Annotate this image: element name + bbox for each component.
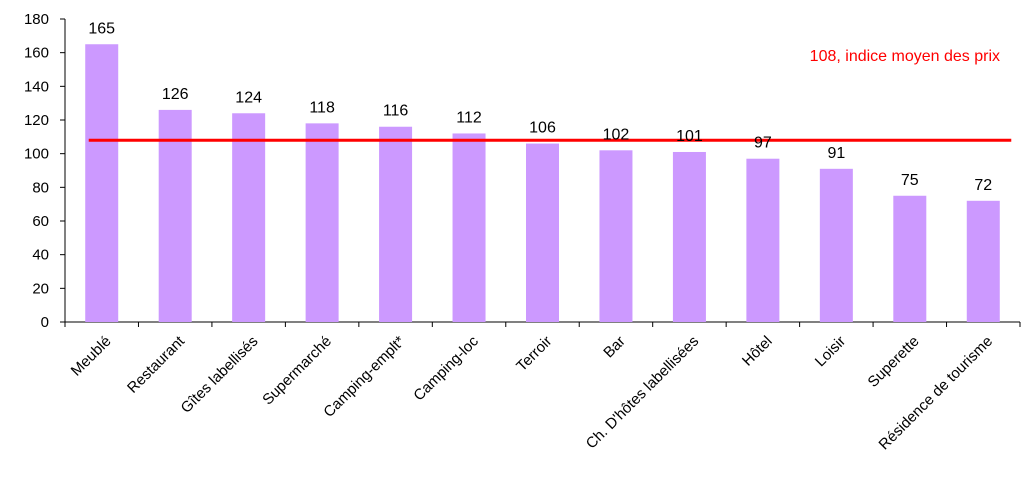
y-tick-label: 160 [24, 45, 49, 62]
data-label: 126 [162, 86, 189, 103]
bar [599, 150, 633, 322]
category-label: Gîtes labellisés [178, 333, 262, 417]
data-label: 102 [603, 126, 630, 143]
category-label: Supermarché [259, 333, 335, 409]
y-axis: 0 20 40 60 80 100 120 140 160 180 [24, 11, 66, 331]
data-label: 72 [974, 177, 992, 194]
y-tick-label: 40 [32, 247, 49, 264]
x-axis [64, 321, 1021, 327]
bar [232, 113, 266, 323]
bar [672, 151, 706, 322]
reference-line-label: 108, indice moyen des prix [810, 48, 1000, 65]
data-label: 106 [529, 120, 556, 137]
category-label: Camping-loc [410, 332, 482, 404]
y-tick-label: 100 [24, 146, 49, 163]
bars [85, 44, 1000, 323]
y-tick-label: 80 [32, 179, 49, 196]
data-labels: 165 126 124 118 116 112 106 102 101 97 91 75 72 [88, 20, 992, 194]
data-label: 116 [383, 103, 409, 120]
category-label: Terroir [513, 333, 555, 375]
bar [452, 133, 486, 322]
data-label: 91 [827, 145, 845, 162]
data-label: 118 [309, 99, 335, 116]
bar [379, 126, 413, 322]
y-tick-label: 60 [32, 213, 49, 230]
data-label: 97 [754, 135, 772, 152]
y-tick-label: 180 [24, 11, 49, 28]
bar [305, 123, 339, 322]
y-tick-label: 120 [24, 112, 49, 129]
category-label: Restaurant [124, 332, 188, 396]
bar [746, 158, 780, 322]
category-label: Superette [865, 333, 923, 391]
category-label: Meublé [68, 333, 115, 380]
category-label: Bar [600, 333, 629, 362]
y-tick-label: 20 [32, 280, 49, 297]
bar [526, 143, 559, 322]
bar [893, 195, 927, 322]
bar [85, 44, 119, 322]
data-label: 112 [456, 109, 482, 126]
bar [158, 109, 192, 323]
data-label: 124 [235, 89, 262, 106]
category-label: Loisir [812, 333, 849, 370]
bar [819, 168, 853, 322]
data-label: 101 [676, 128, 703, 145]
data-label: 75 [901, 172, 919, 189]
y-tick-label: 0 [41, 314, 49, 331]
category-label: Hôtel [739, 333, 776, 370]
data-label: 165 [88, 20, 115, 37]
y-tick-label: 140 [24, 78, 49, 95]
bar [966, 200, 1000, 322]
